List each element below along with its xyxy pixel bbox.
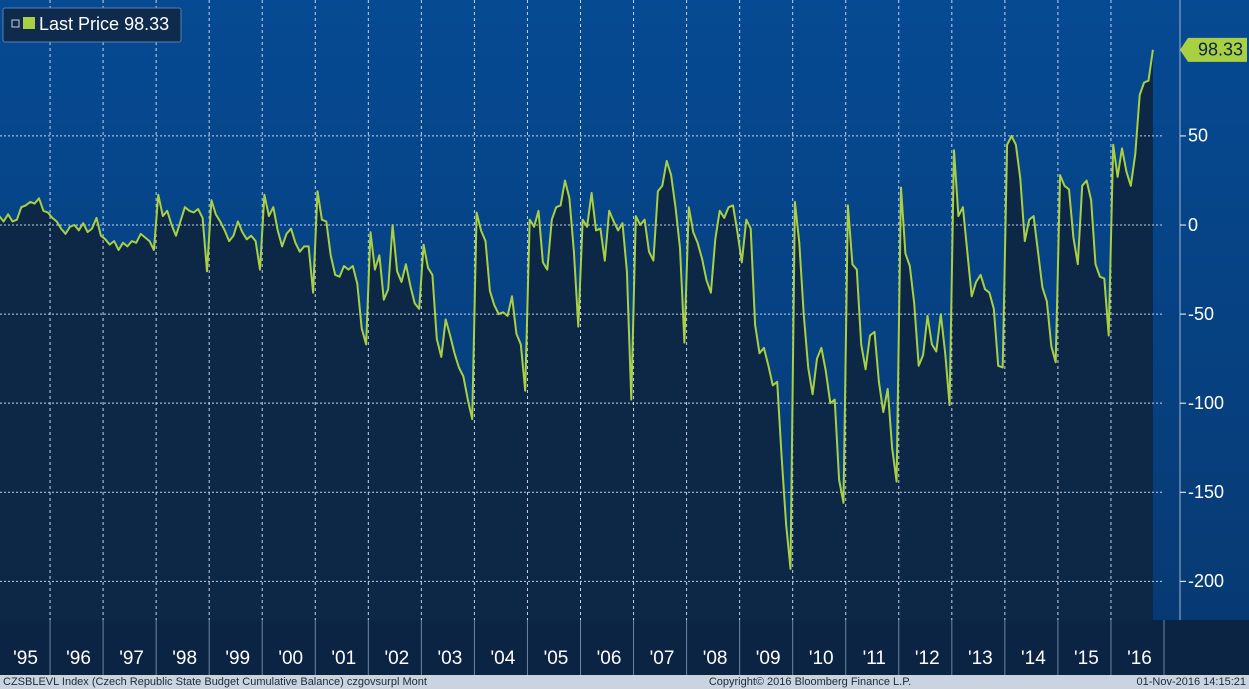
x-tick-label: '09	[756, 648, 781, 669]
x-tick-label: '13	[968, 648, 993, 669]
x-tick-label: '95	[13, 648, 38, 669]
x-tick-label: '05	[544, 648, 569, 669]
x-tick-label: '10	[809, 648, 834, 669]
x-tick-label: '97	[119, 648, 144, 669]
x-tick-label: '12	[915, 648, 940, 669]
footer-source: CZSBLEVL Index (Czech Republic State Bud…	[3, 676, 427, 688]
line	[0, 49, 1154, 570]
y-tick-label: -150	[1188, 482, 1224, 502]
x-tick-label: '98	[172, 648, 197, 669]
footer-bar	[0, 675, 1249, 689]
legend-box	[2, 7, 182, 43]
x-tick-label: '14	[1021, 648, 1046, 669]
x-tick-label: '03	[438, 648, 463, 669]
x-tick-label: '16	[1127, 648, 1152, 669]
x-tick-label: '08	[703, 648, 728, 669]
x-tick-label: '15	[1074, 648, 1099, 669]
legend-name: Last Price	[39, 14, 119, 34]
x-tick-label: '01	[331, 648, 356, 669]
legend-swatch	[23, 17, 35, 29]
x-tick-label: '00	[278, 648, 303, 669]
legend-label: Last Price 98.33	[39, 14, 169, 34]
x-tick-label: '04	[491, 648, 516, 669]
y-tick-label: -50	[1188, 304, 1214, 324]
last-value-label: 98.33	[1198, 40, 1243, 60]
x-tick-label: '02	[384, 648, 409, 669]
x-tick-label: '96	[66, 648, 91, 669]
x-axis-strip	[0, 620, 1249, 675]
legend-icon	[11, 19, 20, 28]
y-tick-label: 0	[1188, 215, 1198, 235]
x-tick-label: '06	[597, 648, 622, 669]
x-tick-label: '11	[863, 648, 886, 669]
area	[0, 49, 1153, 620]
y-tick-label: -200	[1188, 571, 1224, 591]
y-tick-label: -100	[1188, 393, 1224, 413]
x-tick-label: '99	[225, 648, 250, 669]
y-tick-label: 50	[1188, 126, 1208, 146]
legend-value: 98.33	[124, 14, 169, 34]
footer-timestamp: 01-Nov-2016 14:15:21	[1137, 676, 1246, 688]
x-tick-label: '07	[650, 648, 675, 669]
last-value-badge	[1180, 37, 1247, 62]
footer-copyright: Copyright© 2016 Bloomberg Finance L.P.	[709, 676, 911, 688]
